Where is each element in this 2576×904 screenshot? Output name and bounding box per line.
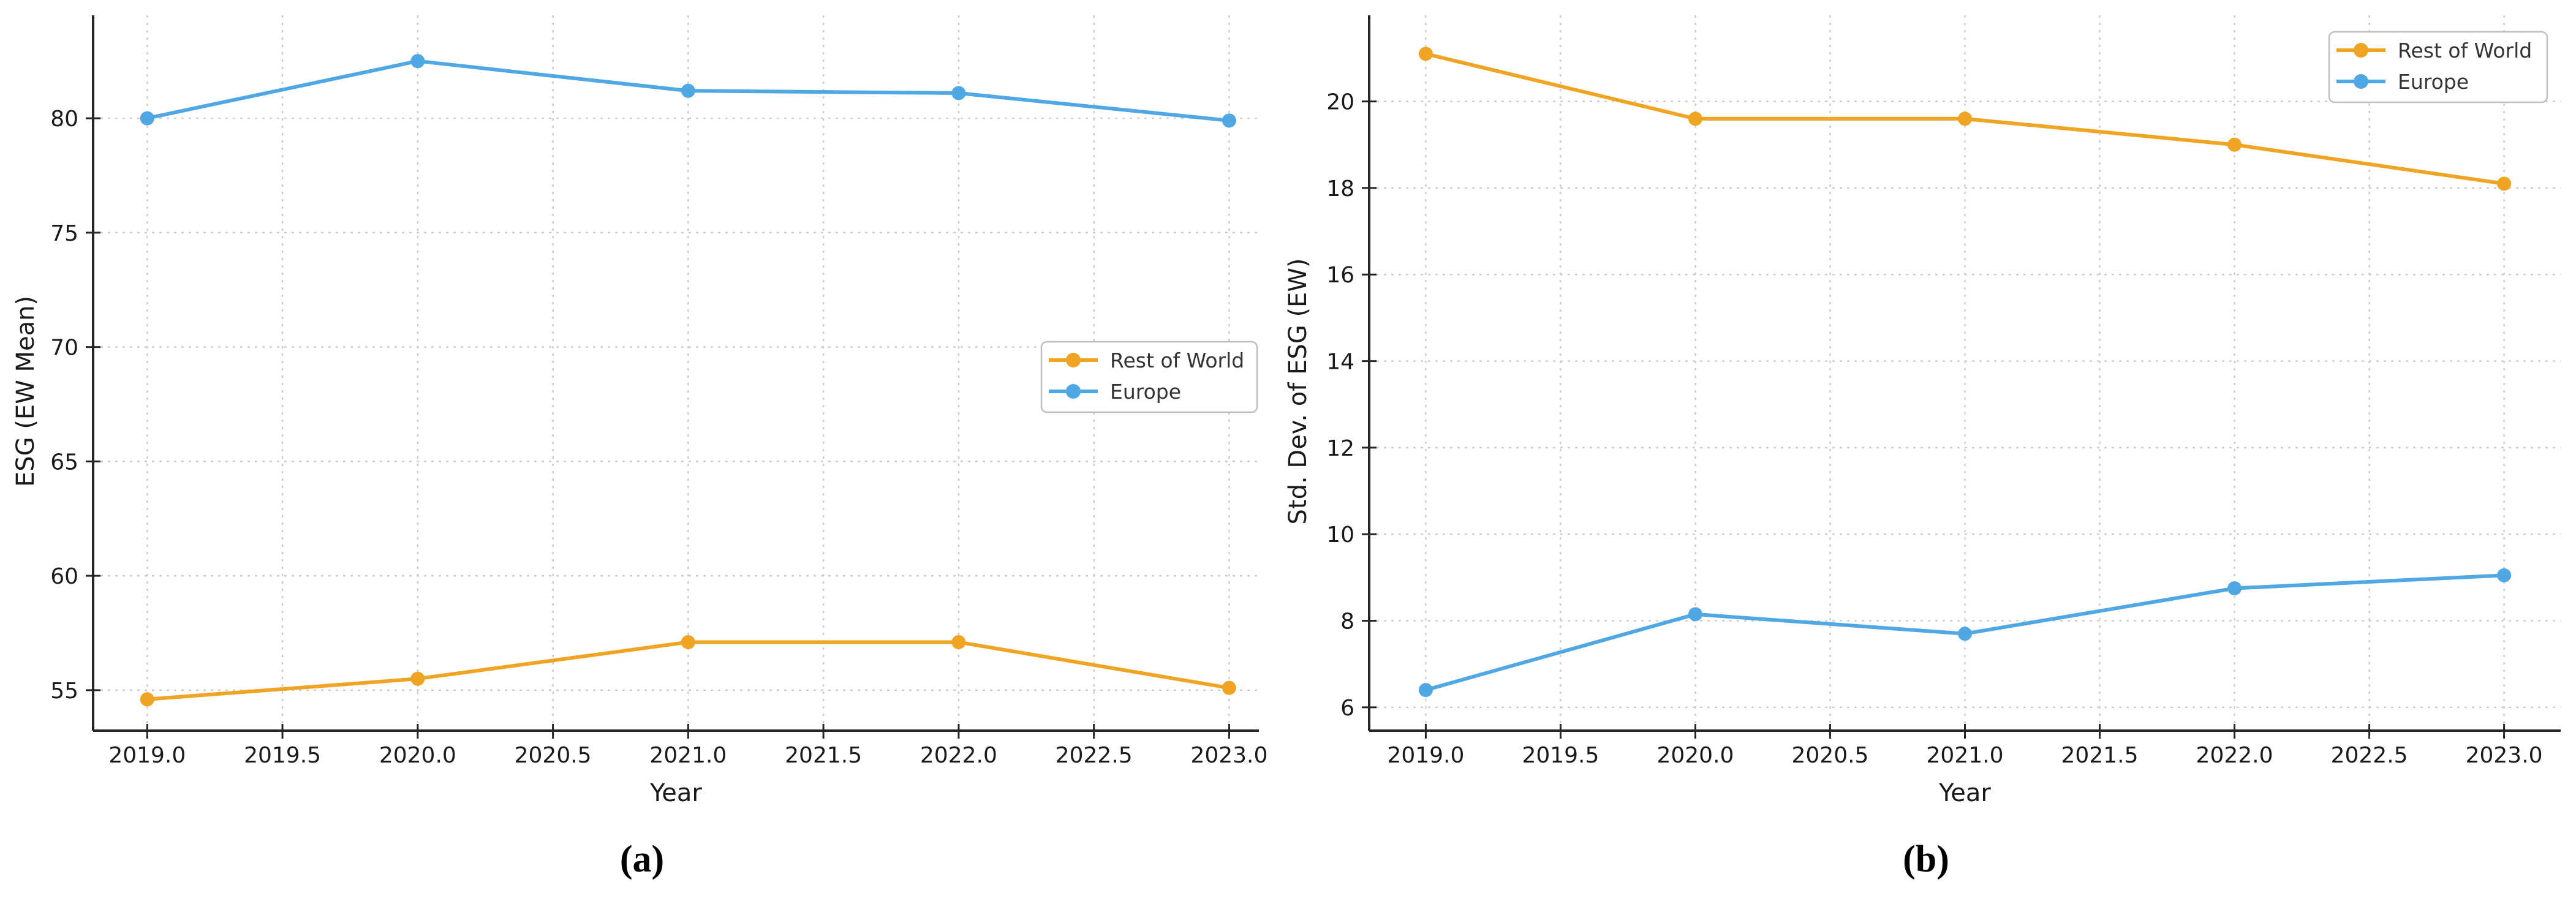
series-marker-rest_of_world xyxy=(951,635,966,649)
y-tick-label: 75 xyxy=(50,221,78,246)
series-marker-europe xyxy=(1222,113,1236,128)
series-marker-europe xyxy=(410,54,425,69)
x-tick-label: 2022.5 xyxy=(2331,743,2408,768)
series-marker-rest_of_world xyxy=(681,635,695,649)
x-tick-label: 2021.0 xyxy=(649,743,727,768)
series-marker-rest_of_world xyxy=(1418,47,1433,61)
x-tick-label: 2020.5 xyxy=(1791,743,1868,768)
legend-label: Europe xyxy=(1110,380,1181,404)
x-tick-label: 2020.5 xyxy=(515,743,592,768)
x-tick-label: 2023.0 xyxy=(2466,743,2543,768)
x-tick-label: 2023.0 xyxy=(1190,743,1267,768)
series-marker-rest_of_world xyxy=(1688,111,1702,126)
series-marker-europe xyxy=(1418,683,1433,698)
series-marker-rest_of_world xyxy=(140,692,154,707)
y-tick-label: 20 xyxy=(1326,90,1354,115)
x-tick-label: 2021.0 xyxy=(1927,743,2004,768)
x-tick-label: 2020.0 xyxy=(379,743,456,768)
x-tick-label: 2022.5 xyxy=(1056,743,1133,768)
y-tick-label: 6 xyxy=(1340,696,1354,721)
series-marker-europe xyxy=(1958,627,1972,641)
series-marker-rest_of_world xyxy=(2227,137,2242,152)
legend-label: Rest of World xyxy=(1110,348,1244,372)
legend-sample-marker xyxy=(1066,353,1081,367)
series-marker-europe xyxy=(2227,581,2242,596)
y-tick-label: 14 xyxy=(1326,350,1354,375)
y-tick-label: 18 xyxy=(1326,176,1354,202)
x-tick-label: 2022.0 xyxy=(2196,743,2273,768)
series-marker-rest_of_world xyxy=(410,671,425,686)
y-axis-label: Std. Dev. of ESG (EW) xyxy=(1284,258,1312,525)
x-tick-label: 2019.5 xyxy=(244,743,321,768)
series-marker-europe xyxy=(140,111,154,126)
series-marker-europe xyxy=(2497,568,2512,582)
series-marker-europe xyxy=(1688,607,1702,622)
y-tick-label: 10 xyxy=(1326,522,1354,548)
x-tick-label: 2020.0 xyxy=(1656,743,1734,768)
caption-a: (a) xyxy=(619,838,665,880)
y-tick-label: 16 xyxy=(1326,263,1354,288)
y-tick-label: 70 xyxy=(50,336,78,361)
x-tick-label: 2019.0 xyxy=(108,743,186,768)
series-marker-europe xyxy=(681,83,695,98)
x-axis-label: Year xyxy=(1938,779,1991,807)
y-tick-label: 65 xyxy=(50,450,78,475)
series-marker-rest_of_world xyxy=(1222,680,1236,695)
y-tick-label: 12 xyxy=(1326,436,1354,461)
x-axis-label: Year xyxy=(649,779,702,807)
caption-b: (b) xyxy=(1903,838,1949,880)
y-tick-label: 60 xyxy=(50,564,78,589)
y-axis-label: ESG (EW Mean) xyxy=(12,296,40,487)
x-tick-label: 2022.0 xyxy=(920,743,997,768)
series-marker-rest_of_world xyxy=(1958,111,1972,126)
y-tick-label: 80 xyxy=(50,107,78,132)
x-tick-label: 2021.5 xyxy=(2061,743,2139,768)
legend-label: Europe xyxy=(2398,70,2469,94)
legend-sample-marker xyxy=(1066,384,1081,399)
x-tick-label: 2019.0 xyxy=(1387,743,1464,768)
x-tick-label: 2021.5 xyxy=(785,743,862,768)
series-marker-europe xyxy=(951,86,966,100)
chart-a: 2019.0 2019.5 2020.0 2020.5 2021.0 2021.5 2022… xyxy=(12,15,1267,807)
x-tick-label: 2019.5 xyxy=(1522,743,1599,768)
y-tick-label: 55 xyxy=(50,679,78,704)
legend-label: Rest of World xyxy=(2398,39,2532,62)
legend-sample-marker xyxy=(2354,74,2368,89)
y-tick-label: 8 xyxy=(1340,609,1354,635)
chart-b: 2019.0 2019.5 2020.0 2020.5 2021.0 2021.5 2022… xyxy=(1284,15,2561,807)
series-marker-rest_of_world xyxy=(2497,176,2512,191)
legend-sample-marker xyxy=(2354,43,2368,58)
